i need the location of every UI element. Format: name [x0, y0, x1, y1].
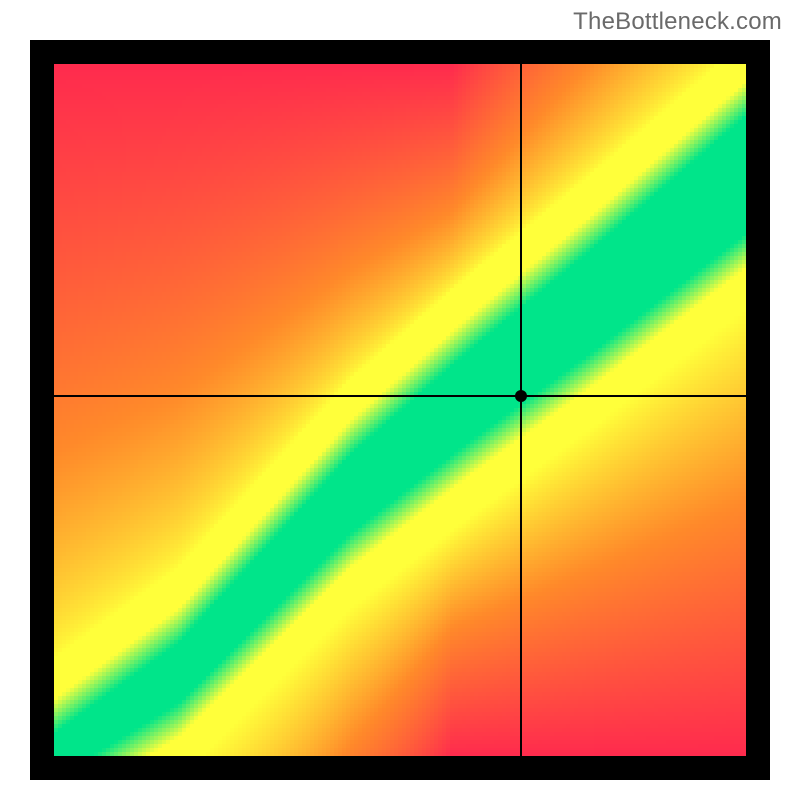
- heatmap-canvas: [54, 64, 746, 756]
- watermark-text: TheBottleneck.com: [573, 8, 782, 36]
- crosshair-horizontal: [54, 395, 746, 397]
- crosshair-vertical: [520, 64, 522, 756]
- figure-container: TheBottleneck.com: [0, 0, 800, 800]
- crosshair-point: [515, 390, 527, 402]
- outer-frame: [30, 40, 770, 780]
- heatmap-plot: [54, 64, 746, 756]
